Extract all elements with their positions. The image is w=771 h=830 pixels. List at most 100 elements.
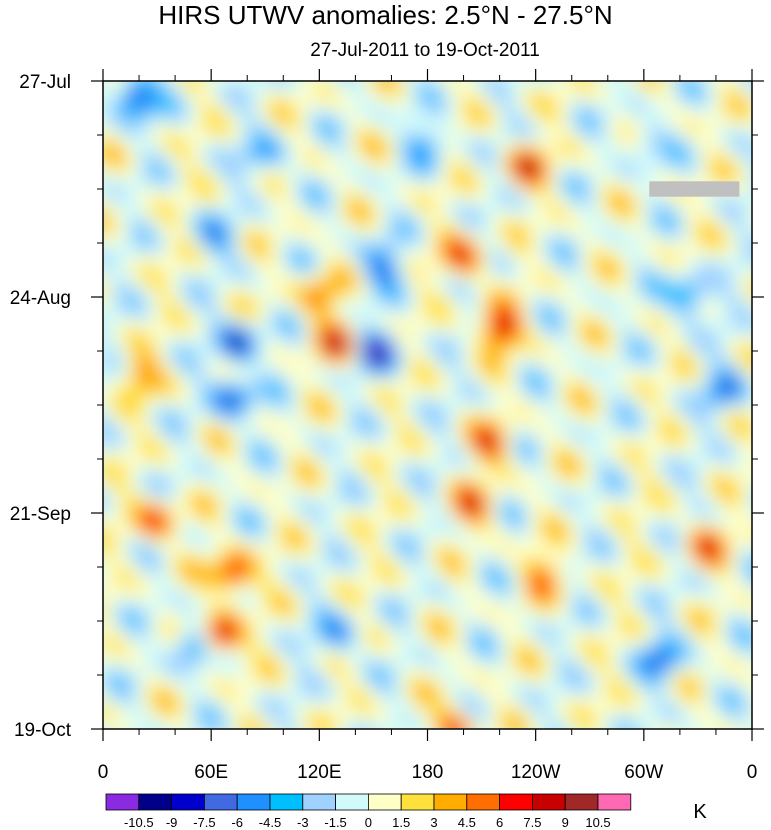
field-cell [463,133,468,138]
field-cell [667,173,672,178]
field-cell [491,161,496,166]
field-cell [407,149,412,154]
field-cell [119,93,124,98]
field-cell [335,93,340,98]
field-cell [611,97,616,102]
field-cell [639,113,644,118]
field-cell [119,153,124,158]
field-cell [283,109,288,114]
field-cell [367,189,372,194]
field-cell [383,141,388,146]
field-cell [603,133,608,138]
field-cell [219,89,224,94]
field-cell [343,185,348,190]
field-cell [467,189,472,194]
field-cell [479,97,484,102]
field-cell [435,141,440,146]
field-cell [347,105,352,110]
field-cell [239,141,244,146]
field-cell [587,185,592,190]
field-cell [463,105,468,110]
field-cell [423,121,428,126]
field-cell [679,101,684,106]
field-cell [311,173,316,178]
field-cell [727,121,732,126]
field-cell [499,161,504,166]
field-cell [423,85,428,90]
field-cell [179,149,184,154]
field-cell [519,141,524,146]
field-cell [283,137,288,142]
field-cell [535,173,540,178]
field-cell [455,121,460,126]
field-cell [471,113,476,118]
field-cell [667,129,672,134]
field-cell [687,105,692,110]
field-cell [423,133,428,138]
field-cell [243,105,248,110]
field-cell [487,133,492,138]
field-cell [119,97,124,102]
field-cell [443,149,448,154]
field-cell [563,109,568,114]
field-cell [491,181,496,186]
field-cell [251,133,256,138]
field-cell [107,97,112,102]
field-cell [131,141,136,146]
field-cell [479,181,484,186]
field-cell [243,189,248,194]
field-cell [431,165,436,170]
field-cell [415,141,420,146]
field-cell [287,133,292,138]
field-cell [607,173,612,178]
field-cell [323,129,328,134]
field-cell [103,125,108,130]
field-cell [343,105,348,110]
field-cell [243,185,248,190]
field-cell [267,165,272,170]
field-cell [363,93,368,98]
field-cell [759,105,764,110]
field-cell [143,93,148,98]
field-cell [167,129,172,134]
field-cell [639,165,644,170]
field-cell [167,105,172,110]
field-cell [347,141,352,146]
field-cell [215,93,220,98]
field-cell [743,81,748,86]
field-cell [359,137,364,142]
field-cell [607,85,612,90]
field-cell [379,189,384,194]
field-cell [179,109,184,114]
field-cell [655,161,660,166]
field-cell [235,141,240,146]
field-cell [215,105,220,110]
field-cell [675,97,680,102]
field-cell [663,165,668,170]
field-cell [187,169,192,174]
field-cell [403,93,408,98]
field-cell [171,133,176,138]
field-cell [547,161,552,166]
field-cell [231,157,236,162]
field-cell [139,157,144,162]
field-cell [447,157,452,162]
field-cell [479,189,484,194]
field-cell [243,89,248,94]
field-cell [311,97,316,102]
field-cell [587,141,592,146]
field-cell [387,93,392,98]
field-cell [655,121,660,126]
field-cell [155,169,160,174]
field-cell [371,105,376,110]
field-cell [547,145,552,150]
field-cell [535,177,540,182]
field-cell [183,169,188,174]
field-cell [415,169,420,174]
field-cell [667,85,672,90]
field-cell [367,145,372,150]
field-cell [115,189,120,194]
field-cell [595,169,600,174]
field-cell [507,149,512,154]
field-cell [475,157,480,162]
